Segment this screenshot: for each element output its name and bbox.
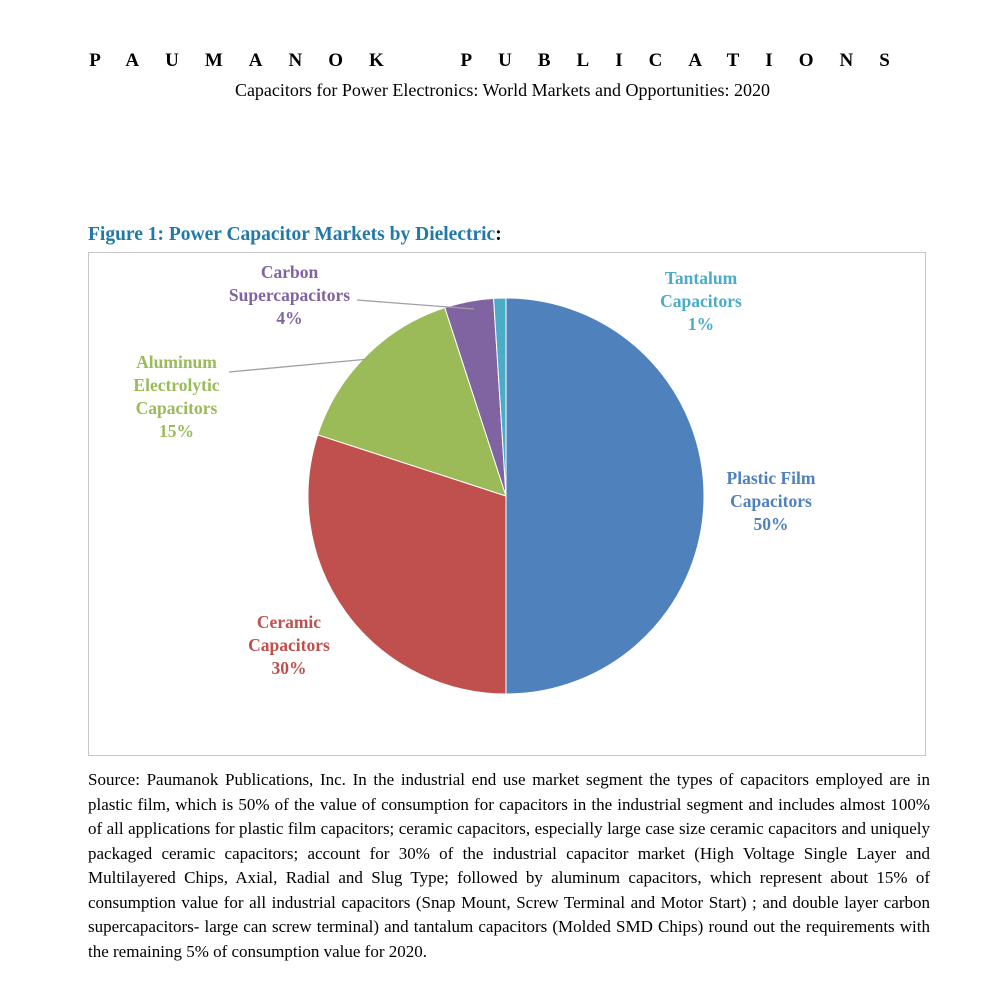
pie-chart xyxy=(228,297,705,695)
caption-text: In the industrial end use market segment… xyxy=(88,770,930,961)
figure-caption: Source: Paumanok Publications, Inc. In t… xyxy=(88,768,930,964)
pie-slice-1 xyxy=(307,434,507,695)
label-line: Capacitors xyxy=(660,291,742,311)
pie-label-carbon-supercapacitors: Carbon Supercapacitors 4% xyxy=(207,261,372,330)
pie-slice-2 xyxy=(317,307,507,497)
label-line: Ceramic xyxy=(256,612,322,632)
label-line: Capacitors xyxy=(248,635,330,655)
label-line: Tantalum xyxy=(664,268,738,288)
figure-title: Figure 1: Power Capacitor Markets by Die… xyxy=(88,224,502,246)
label-value: 30% xyxy=(271,658,307,678)
document-title: Capacitors for Power Electronics: World … xyxy=(234,80,771,100)
carbon-leader-line xyxy=(356,299,475,310)
label-line: Capacitors xyxy=(135,398,218,418)
caption-source: Source: Paumanok Publications, Inc. xyxy=(88,770,346,789)
aluminum-leader-line xyxy=(228,358,370,373)
pie-slices xyxy=(307,297,705,695)
figure-title-text: Figure 1: Power Capacitor Markets by Die… xyxy=(88,224,496,245)
pie-chart-frame: Carbon Supercapacitors 4% Tantalum Capac… xyxy=(88,252,926,756)
figure-title-colon: : xyxy=(495,224,502,245)
pie-label-aluminum-electrolytic-capacitors: Aluminum Electrolytic Capacitors 15% xyxy=(94,351,259,443)
label-line: Carbon xyxy=(260,262,319,282)
pie-label-plastic-film-capacitors: Plastic Film Capacitors 50% xyxy=(691,467,851,536)
pie-slice-0 xyxy=(505,297,705,695)
label-value: 4% xyxy=(276,308,303,328)
label-line: Supercapacitors xyxy=(228,285,351,305)
label-leader-lines xyxy=(228,299,475,373)
label-line: Capacitors xyxy=(730,491,812,511)
pie-label-ceramic-capacitors: Ceramic Capacitors 30% xyxy=(209,611,369,680)
label-line: Aluminum xyxy=(136,352,217,372)
label-value: 1% xyxy=(687,314,715,334)
pie-slice-4 xyxy=(493,297,507,497)
label-value: 15% xyxy=(159,421,194,441)
label-value: 50% xyxy=(753,514,789,534)
pie-label-tantalum-capacitors: Tantalum Capacitors 1% xyxy=(621,267,781,336)
label-line: Plastic Film xyxy=(726,468,816,488)
publisher-name: PAUMANOK PUBLICATIONS xyxy=(89,50,916,71)
label-line: Electrolytic xyxy=(133,375,220,395)
